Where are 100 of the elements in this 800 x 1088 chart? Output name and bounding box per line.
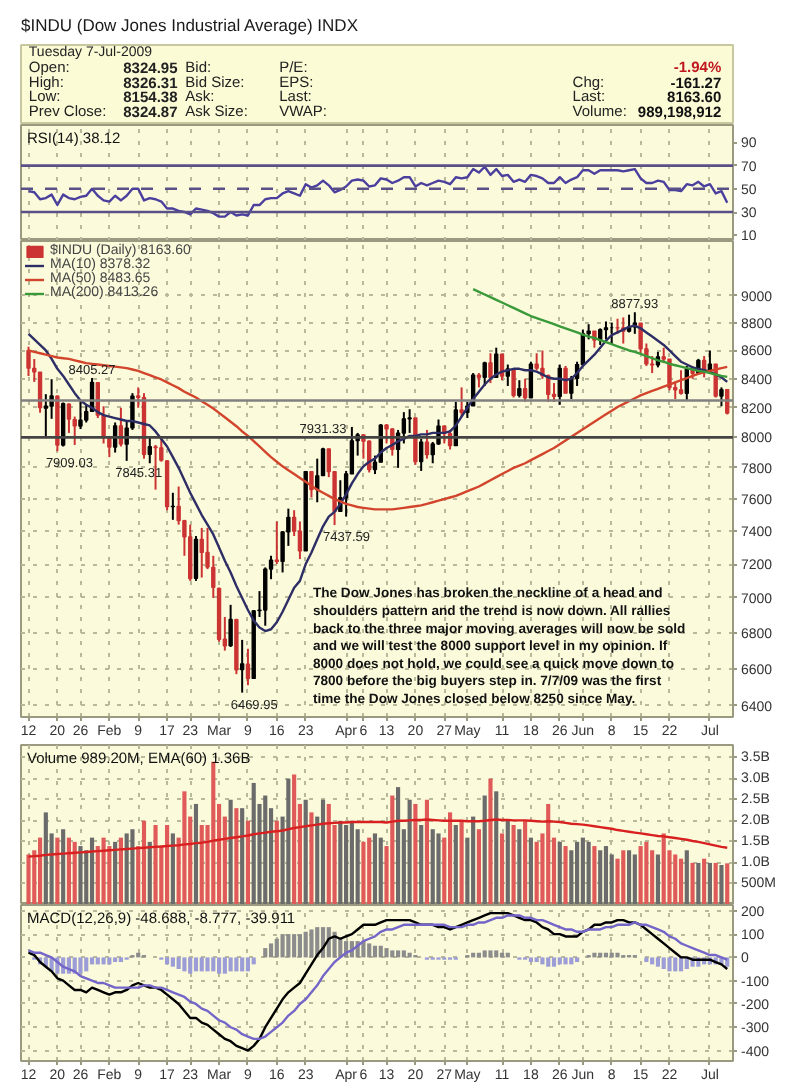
bar — [107, 846, 112, 904]
bar — [575, 841, 580, 904]
bar — [396, 787, 401, 904]
bar — [182, 957, 187, 972]
bar — [216, 957, 222, 974]
bar — [615, 858, 620, 904]
bar — [396, 950, 401, 958]
bar — [286, 934, 291, 958]
bar — [424, 799, 430, 904]
bar — [580, 837, 585, 904]
text: $INDU (Dow Jones Industrial Average) INDX — [21, 15, 359, 35]
bar — [661, 833, 666, 904]
bar — [494, 791, 499, 904]
candlestick — [26, 345, 31, 378]
bar — [505, 820, 510, 904]
bar — [292, 774, 297, 904]
bar — [118, 837, 123, 904]
bar — [517, 829, 522, 904]
bar — [26, 854, 31, 904]
candlestick — [424, 428, 430, 460]
bar — [344, 825, 349, 904]
bar — [621, 850, 626, 904]
bar — [482, 795, 487, 904]
bar — [320, 799, 326, 904]
bar — [476, 829, 481, 904]
bar — [211, 957, 216, 972]
bar — [245, 957, 251, 972]
bar — [407, 799, 412, 904]
bar — [575, 957, 580, 963]
bar — [650, 850, 655, 904]
bar — [488, 950, 493, 958]
bar — [655, 957, 661, 967]
bar — [598, 850, 603, 904]
line-series — [27, 165, 729, 218]
bar — [199, 825, 204, 904]
bar — [292, 934, 297, 958]
bar — [234, 957, 239, 972]
bar — [338, 820, 343, 904]
candlestick — [418, 437, 424, 472]
bar — [459, 820, 464, 904]
bar — [430, 829, 435, 904]
bar — [286, 778, 291, 904]
bar — [632, 854, 637, 904]
bar — [655, 854, 661, 904]
bar — [326, 803, 331, 904]
bar — [644, 841, 649, 904]
bar — [309, 929, 314, 958]
bar — [268, 943, 274, 958]
bar — [211, 761, 216, 904]
bar — [234, 808, 239, 904]
bar — [170, 833, 175, 904]
bar — [205, 957, 210, 972]
bar — [274, 938, 279, 958]
candlestick — [511, 367, 516, 399]
bar — [130, 829, 135, 904]
bar — [644, 957, 649, 963]
bar — [188, 957, 193, 974]
bar — [401, 950, 406, 958]
bar — [413, 803, 418, 904]
bar — [540, 957, 545, 965]
candlestick — [678, 369, 684, 396]
candlestick — [78, 399, 83, 431]
bar — [390, 950, 395, 958]
bar — [245, 820, 251, 904]
bar — [713, 862, 718, 904]
candlestick — [199, 526, 204, 579]
bar — [124, 833, 129, 904]
bar — [95, 957, 100, 965]
bar — [557, 841, 562, 904]
bar — [511, 825, 516, 904]
candlestick — [482, 360, 487, 387]
bar — [673, 957, 678, 972]
candlestick — [522, 377, 528, 403]
bar — [603, 846, 609, 904]
bar — [37, 837, 43, 904]
bar — [447, 812, 453, 904]
bar — [113, 841, 118, 904]
bar — [690, 862, 695, 904]
bar — [101, 957, 106, 965]
bar — [390, 795, 395, 904]
bar — [569, 957, 574, 965]
bar — [436, 833, 441, 904]
bar — [153, 825, 158, 904]
candlestick — [239, 638, 245, 694]
bar — [43, 812, 48, 904]
bar — [303, 931, 308, 958]
candlestick — [719, 386, 724, 408]
bar — [650, 957, 655, 965]
bar — [78, 846, 83, 904]
bar — [361, 841, 366, 904]
bar — [494, 950, 499, 958]
candlestick — [551, 382, 557, 403]
bar — [141, 820, 147, 904]
bar — [378, 945, 383, 958]
bar — [569, 850, 574, 904]
bar — [367, 943, 372, 958]
bar — [488, 778, 493, 904]
bar — [263, 795, 268, 904]
bar — [667, 957, 672, 972]
bar — [702, 858, 707, 904]
